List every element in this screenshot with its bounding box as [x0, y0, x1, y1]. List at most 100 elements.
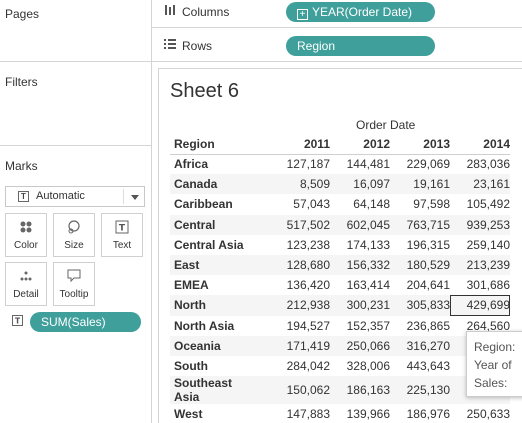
table-row: West 147,883 139,966 186,976 250,633 — [170, 404, 510, 423]
sales-cell[interactable]: 8,509 — [258, 174, 330, 195]
region-label[interactable]: Southeast Asia — [170, 376, 258, 405]
region-label[interactable]: Africa — [170, 153, 258, 175]
sales-cell[interactable]: 128,680 — [258, 254, 330, 276]
region-label[interactable]: Central Asia — [174, 237, 244, 252]
tooltip-popup: Region: Year of Sales: — [466, 331, 522, 397]
table-row: North 212,938 300,231 305,833 429,699 — [170, 295, 510, 316]
sales-cell[interactable]: 136,420 — [286, 278, 330, 293]
columns-icon — [164, 4, 176, 19]
column-header-order-date: Order Date — [356, 118, 416, 132]
region-label[interactable]: West — [174, 407, 203, 422]
region-label[interactable]: North Asia — [174, 318, 235, 333]
sales-cell[interactable]: 236,865 — [406, 318, 450, 333]
sales-cell[interactable]: 127,187 — [258, 153, 330, 175]
left-panel-divider — [151, 0, 152, 423]
sales-cell[interactable]: 156,332 — [330, 254, 390, 276]
columns-pill-year-order-date[interactable]: + YEAR(Order Date) — [286, 2, 435, 22]
filters-divider — [0, 145, 151, 146]
marks-panel-title: Marks — [5, 159, 38, 173]
region-label[interactable]: East — [170, 254, 258, 276]
mark-type-value: Automatic — [36, 190, 85, 202]
color-icon — [6, 220, 46, 236]
sales-cell[interactable]: 186,163 — [330, 376, 390, 405]
table-row: EMEA 136,420 163,414 204,641 301,686 — [170, 275, 510, 295]
sales-cell[interactable]: 429,699 — [450, 295, 510, 316]
sales-cell[interactable]: 97,598 — [413, 197, 450, 212]
sales-cell[interactable]: 174,133 — [346, 237, 390, 252]
sales-cell[interactable]: 16,097 — [330, 174, 390, 195]
sales-cell[interactable]: 194,527 — [286, 318, 330, 333]
sales-cell[interactable]: 212,938 — [258, 295, 330, 316]
sales-cell[interactable]: 301,686 — [466, 278, 510, 293]
table-row: North Asia 194,527 152,357 236,865 264,560 — [170, 316, 510, 336]
color-button-label: Color — [14, 240, 38, 251]
sales-cell[interactable]: 213,239 — [450, 254, 510, 276]
sales-cell[interactable]: 19,161 — [390, 174, 450, 195]
sales-cell[interactable]: 105,492 — [466, 197, 510, 212]
year-header: 2014 — [483, 136, 510, 151]
chevron-down-icon[interactable] — [131, 195, 139, 200]
sales-cell[interactable]: 57,043 — [293, 197, 330, 212]
sheet-canvas[interactable] — [158, 68, 522, 423]
columns-pill-label: YEAR(Order Date) — [312, 5, 413, 19]
columns-shelf-label: Columns — [182, 5, 230, 19]
sales-cell[interactable]: 152,357 — [346, 318, 390, 333]
sales-cell[interactable]: 259,140 — [466, 237, 510, 252]
sales-cell[interactable]: 123,238 — [286, 237, 330, 252]
sales-cell[interactable]: 186,976 — [406, 407, 450, 422]
sales-cell[interactable]: 305,833 — [390, 295, 450, 316]
expand-plus-icon[interactable]: + — [297, 9, 308, 20]
tooltip-button-label: Tooltip — [59, 289, 89, 300]
sales-cell[interactable]: 602,045 — [330, 214, 390, 235]
mark-type-dropdown[interactable]: T Automatic — [5, 186, 145, 207]
sales-cell[interactable]: 328,006 — [346, 358, 390, 373]
sales-cell[interactable]: 229,069 — [390, 153, 450, 175]
sales-cell[interactable]: 284,042 — [286, 358, 330, 373]
region-label[interactable]: Oceania — [170, 335, 258, 356]
sales-cell[interactable]: 150,062 — [258, 376, 330, 405]
rows-pill-region[interactable]: Region — [286, 36, 435, 56]
region-label[interactable]: Central — [170, 214, 258, 235]
region-label[interactable]: South — [174, 358, 208, 373]
sales-cell[interactable]: 180,529 — [390, 254, 450, 276]
region-label[interactable]: North — [170, 295, 258, 316]
sum-sales-pill[interactable]: SUM(Sales) — [30, 312, 141, 332]
region-label[interactable]: Canada — [170, 174, 258, 195]
sales-cell[interactable]: 225,130 — [390, 376, 450, 405]
text-button-label: Text — [112, 240, 132, 251]
sales-cell[interactable]: 144,481 — [330, 153, 390, 175]
sales-cell[interactable]: 443,643 — [406, 358, 450, 373]
detail-button[interactable]: Detail — [5, 262, 47, 306]
table-row: Central Asia 123,238 174,133 196,315 259,140 — [170, 235, 510, 255]
table-row: Caribbean 57,043 64,148 97,598 105,492 — [170, 194, 510, 214]
size-button[interactable]: Size — [53, 213, 95, 257]
year-header: 2013 — [423, 136, 450, 151]
sales-cell[interactable]: 517,502 — [258, 214, 330, 235]
sales-cell[interactable]: 283,036 — [450, 153, 510, 175]
sales-cell[interactable]: 139,966 — [346, 407, 390, 422]
rows-shelf-divider — [152, 61, 522, 62]
sales-cell[interactable]: 316,270 — [390, 335, 450, 356]
sales-cell[interactable]: 64,148 — [353, 197, 390, 212]
sales-cell[interactable]: 23,161 — [450, 174, 510, 195]
region-label[interactable]: EMEA — [174, 278, 209, 293]
sales-cell[interactable]: 763,715 — [390, 214, 450, 235]
tooltip-button[interactable]: Tooltip — [53, 262, 95, 306]
table-row: Canada 8,509 16,097 19,161 23,161 — [170, 174, 510, 195]
table-row: Central 517,502 602,045 763,715 939,253 — [170, 214, 510, 235]
sales-cell[interactable]: 171,419 — [258, 335, 330, 356]
sales-cell[interactable]: 196,315 — [406, 237, 450, 252]
sales-cell[interactable]: 147,883 — [286, 407, 330, 422]
sales-cell[interactable]: 939,253 — [450, 214, 510, 235]
text-icon: T — [102, 220, 142, 236]
sales-cell[interactable]: 300,231 — [330, 295, 390, 316]
sales-cell[interactable]: 250,066 — [330, 335, 390, 356]
region-label[interactable]: Caribbean — [174, 197, 233, 212]
sales-cell[interactable]: 163,414 — [346, 278, 390, 293]
color-button[interactable]: Color — [5, 213, 47, 257]
sales-cell[interactable]: 250,633 — [466, 407, 510, 422]
sales-cell[interactable]: 264,560 — [466, 318, 510, 333]
sales-cell[interactable]: 204,641 — [406, 278, 450, 293]
text-button[interactable]: T Text — [101, 213, 143, 257]
